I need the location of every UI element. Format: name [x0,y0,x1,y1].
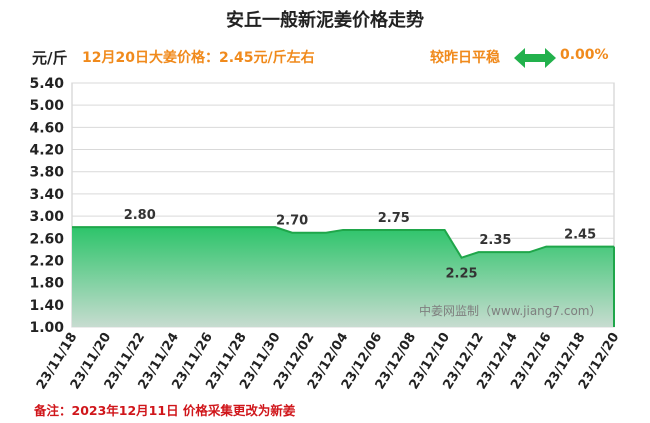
data-label: 2.70 [276,214,308,229]
y-tick-label: 1.40 [29,298,64,314]
y-tick-label: 5.00 [29,98,64,114]
data-label: 2.80 [124,208,156,223]
data-label: 2.25 [446,267,478,282]
y-tick-label: 1.00 [29,320,64,336]
compare-label: 较昨日平稳 [430,50,500,66]
x-tick-labels: 23/11/1823/11/2023/11/2223/11/2423/11/26… [34,330,623,392]
data-label: 2.35 [479,233,511,248]
y-tick-label: 3.00 [29,209,64,225]
data-labels: 2.80 2.70 2.75 2.25 2.35 2.45 [124,208,596,282]
area-layer [72,226,615,327]
data-label: 2.45 [564,228,596,243]
y-tick-label: 5.40 [29,76,64,92]
y-tick-label: 3.80 [29,165,64,181]
double-arrow-icon [514,48,556,68]
y-tick-label: 4.20 [29,143,64,159]
price-note: 12月20日大姜价格：2.45元/斤左右 [82,50,315,66]
data-label: 2.75 [378,211,410,226]
y-tick-label: 2.20 [29,253,64,269]
y-tick-label: 4.60 [29,120,64,136]
y-tick-label: 1.80 [29,276,64,292]
compare-value: 0.00% [560,47,609,63]
y-tick-labels: 1.00 1.40 1.80 2.20 2.60 3.00 3.40 3.80 4.20 4.60… [29,76,64,336]
y-tick-label: 3.40 [29,187,64,203]
unit-label: 元/斤 [32,49,68,67]
price-line [72,226,614,259]
price-area [72,227,614,327]
chart-title: 安丘一般新泥姜价格走势 [226,10,424,31]
footnote: 备注：2023年12月11日 价格采集更改为新姜 [34,403,296,418]
y-tick-label: 2.60 [29,231,64,247]
watermark: 中姜网监制（www.jiang7.com） [419,303,601,318]
